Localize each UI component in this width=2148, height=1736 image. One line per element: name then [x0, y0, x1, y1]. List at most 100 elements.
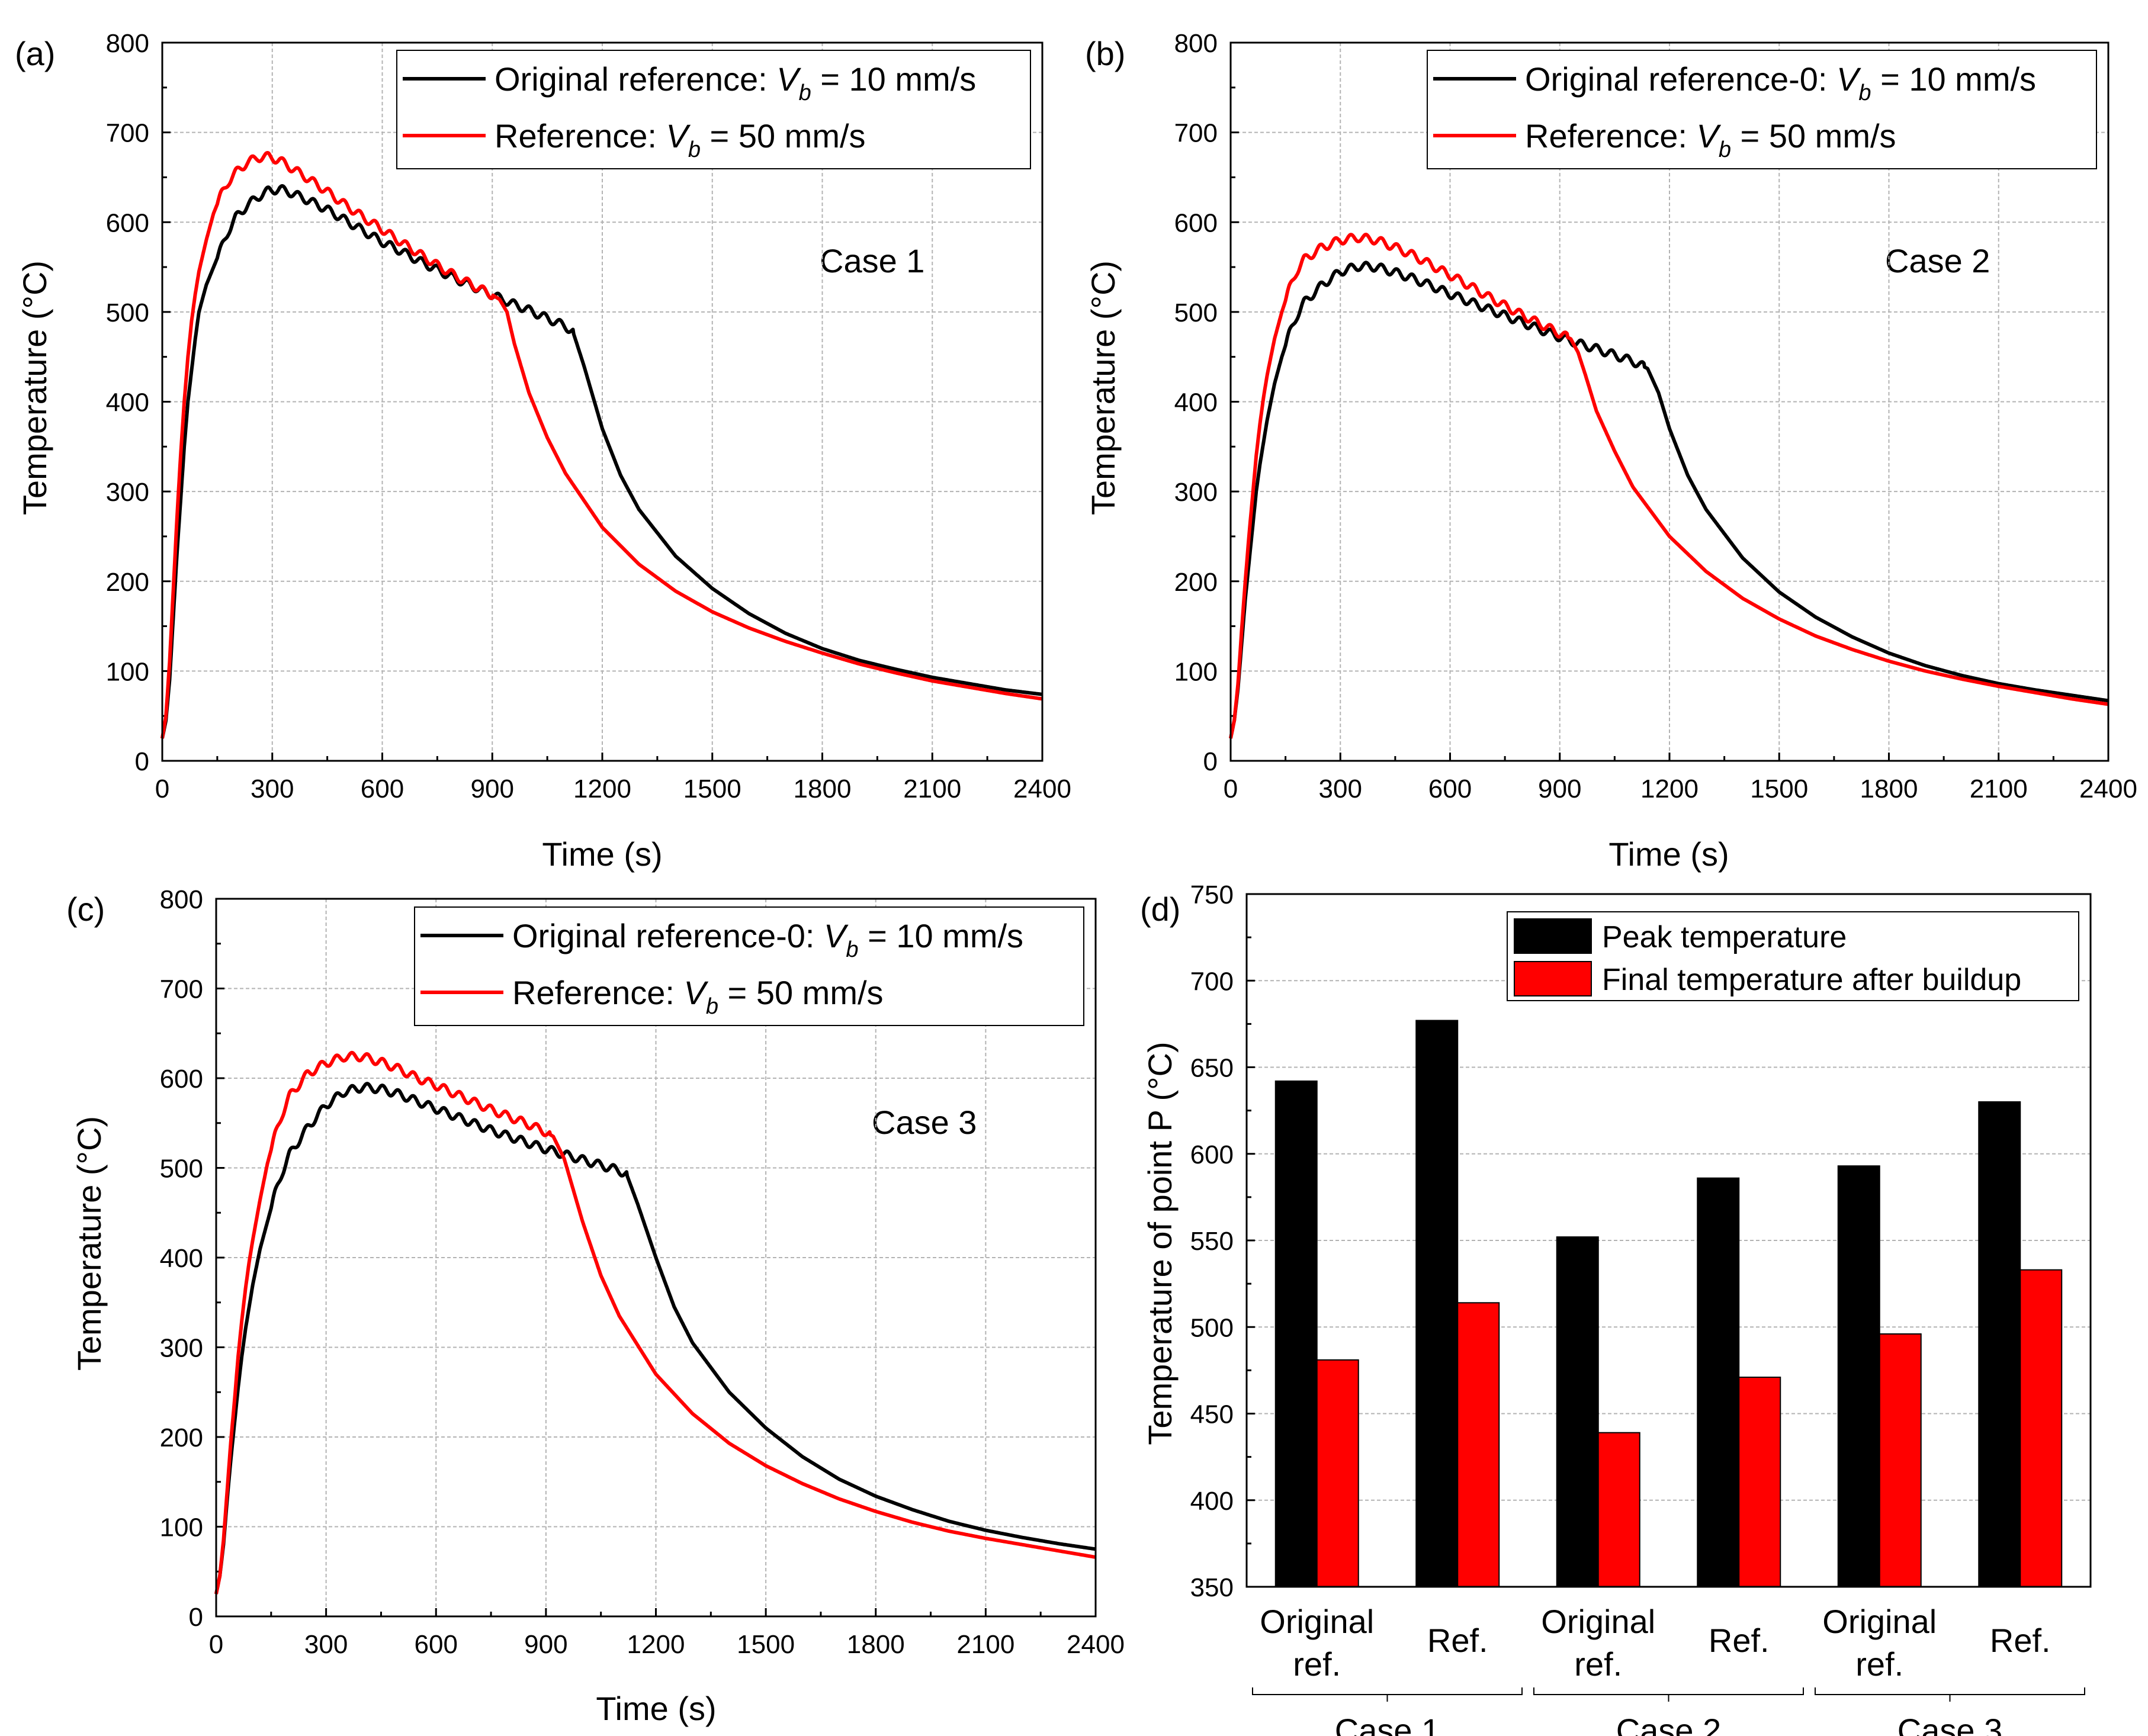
panel-label-a: (a): [15, 35, 55, 72]
series-line-black: [160, 184, 1044, 739]
category-label: Ref.: [1427, 1622, 1488, 1659]
y-tick-label: 550: [1190, 1227, 1234, 1256]
x-tick-label: 1800: [794, 774, 852, 803]
legend-label: Original reference: Vb = 10 mm/s: [495, 60, 976, 105]
annotation-case-2: Case 2: [1885, 242, 1990, 279]
legend-label: Reference: Vb = 50 mm/s: [495, 117, 866, 162]
category-label: Original: [1822, 1603, 1937, 1640]
y-axis-label-d: Temperature of point P (°C): [1141, 1041, 1179, 1445]
x-axis-label-b: Time (s): [1608, 835, 1729, 873]
series-line-red: [214, 1050, 1097, 1594]
x-tick-label: 0: [209, 1630, 223, 1659]
y-axis-label-c: Temperature (°C): [70, 1116, 108, 1371]
y-tick-label: 700: [160, 975, 203, 1004]
y-tick-label: 800: [106, 29, 149, 58]
x-tick-label: 2400: [2079, 774, 2137, 803]
y-tick-label: 400: [160, 1244, 203, 1273]
legend-label: Original reference-0: Vb = 10 mm/s: [512, 917, 1023, 962]
annotation-case-1: Case 1: [820, 242, 924, 279]
y-tick-label: 0: [135, 747, 149, 776]
legend-box: [1507, 911, 2079, 1001]
legend-label: Final temperature after buildup: [1602, 963, 2021, 997]
bar-final: [1879, 1333, 1922, 1587]
group-label: Case 3: [1897, 1712, 2002, 1736]
legend-label: Reference: Vb = 50 mm/s: [1525, 117, 1896, 162]
series-line-red: [160, 151, 1044, 739]
x-tick-label: 2100: [1970, 774, 2028, 803]
legend-label: Original reference-0: Vb = 10 mm/s: [1525, 60, 2036, 105]
legend-box: [414, 906, 1084, 1026]
legend-swatch: [1514, 961, 1592, 996]
x-tick-label: 1500: [683, 774, 741, 803]
y-tick-label: 0: [189, 1603, 203, 1632]
y-tick-label: 700: [106, 119, 149, 148]
x-tick-label: 2400: [1067, 1630, 1125, 1659]
series-line-black: [1229, 261, 2110, 739]
bar-final: [2019, 1269, 2063, 1588]
bar-final: [1597, 1432, 1640, 1588]
bar-final: [1457, 1302, 1500, 1588]
legend-box: [1427, 50, 2097, 169]
group-label: Case 1: [1335, 1712, 1440, 1736]
y-tick-label: 600: [106, 208, 149, 237]
y-tick-label: 800: [160, 885, 203, 914]
y-tick-label: 500: [1174, 298, 1218, 327]
y-tick-label: 300: [106, 478, 149, 507]
group-label: Case 2: [1616, 1712, 1721, 1736]
y-tick-label: 500: [106, 298, 149, 327]
bar-peak: [1556, 1236, 1599, 1587]
legend-label: Reference: Vb = 50 mm/s: [512, 974, 884, 1019]
y-tick-label: 200: [1174, 568, 1218, 597]
y-tick-label: 350: [1190, 1573, 1234, 1602]
bar-peak: [1274, 1080, 1318, 1587]
panel-c: (c) Temperature (°C) Time (s) Case 3 0 30…: [66, 885, 1125, 1727]
y-tick-label: 100: [160, 1513, 203, 1542]
x-tick-label: 300: [1319, 774, 1362, 803]
category-label: ref.: [1293, 1645, 1341, 1683]
y-tick-label: 200: [106, 568, 149, 597]
y-tick-label: 500: [160, 1155, 203, 1184]
panel-label-b: (b): [1085, 35, 1125, 72]
category-label: Original: [1541, 1603, 1655, 1640]
y-tick-label: 400: [1174, 388, 1218, 417]
x-tick-label: 1200: [627, 1630, 685, 1659]
y-tick-label: 700: [1174, 119, 1218, 148]
category-label: ref.: [1574, 1645, 1622, 1683]
y-tick-label: 400: [106, 388, 149, 417]
y-tick-label: 500: [1190, 1313, 1234, 1342]
x-tick-label: 900: [524, 1630, 567, 1659]
y-tick-label: 100: [106, 657, 149, 686]
y-tick-label: 100: [1174, 657, 1218, 686]
x-tick-label: 1800: [847, 1630, 905, 1659]
series-line-red: [1229, 233, 2110, 739]
x-tick-label: 2400: [1013, 774, 1071, 803]
x-tick-label: 0: [155, 774, 169, 803]
category-label: Ref.: [1709, 1622, 1770, 1659]
category-label: Ref.: [1990, 1622, 2051, 1659]
y-tick-label: 0: [1203, 747, 1218, 776]
x-tick-label: 900: [1538, 774, 1581, 803]
x-tick-label: 1500: [1750, 774, 1808, 803]
x-tick-label: 1200: [573, 774, 631, 803]
x-axis-label-a: Time (s): [542, 835, 662, 873]
panel-label-c: (c): [66, 890, 105, 928]
annotation-case-3: Case 3: [872, 1104, 977, 1141]
y-tick-label: 650: [1190, 1054, 1234, 1083]
y-tick-label: 450: [1190, 1400, 1234, 1429]
category-label: ref.: [1855, 1645, 1903, 1683]
x-tick-label: 900: [471, 774, 514, 803]
panel-label-d: (d): [1140, 890, 1180, 928]
y-tick-label: 600: [160, 1065, 203, 1094]
legend-swatch: [1514, 918, 1592, 954]
y-tick-label: 600: [1174, 208, 1218, 237]
y-axis-label-a: Temperature (°C): [16, 261, 53, 515]
x-tick-label: 300: [251, 774, 294, 803]
legend-label: Peak temperature: [1602, 920, 1847, 954]
y-tick-label: 600: [1190, 1140, 1234, 1169]
x-tick-label: 300: [304, 1630, 348, 1659]
legend-box: [396, 50, 1031, 169]
bar-peak: [1415, 1020, 1459, 1587]
x-tick-label: 0: [1224, 774, 1238, 803]
